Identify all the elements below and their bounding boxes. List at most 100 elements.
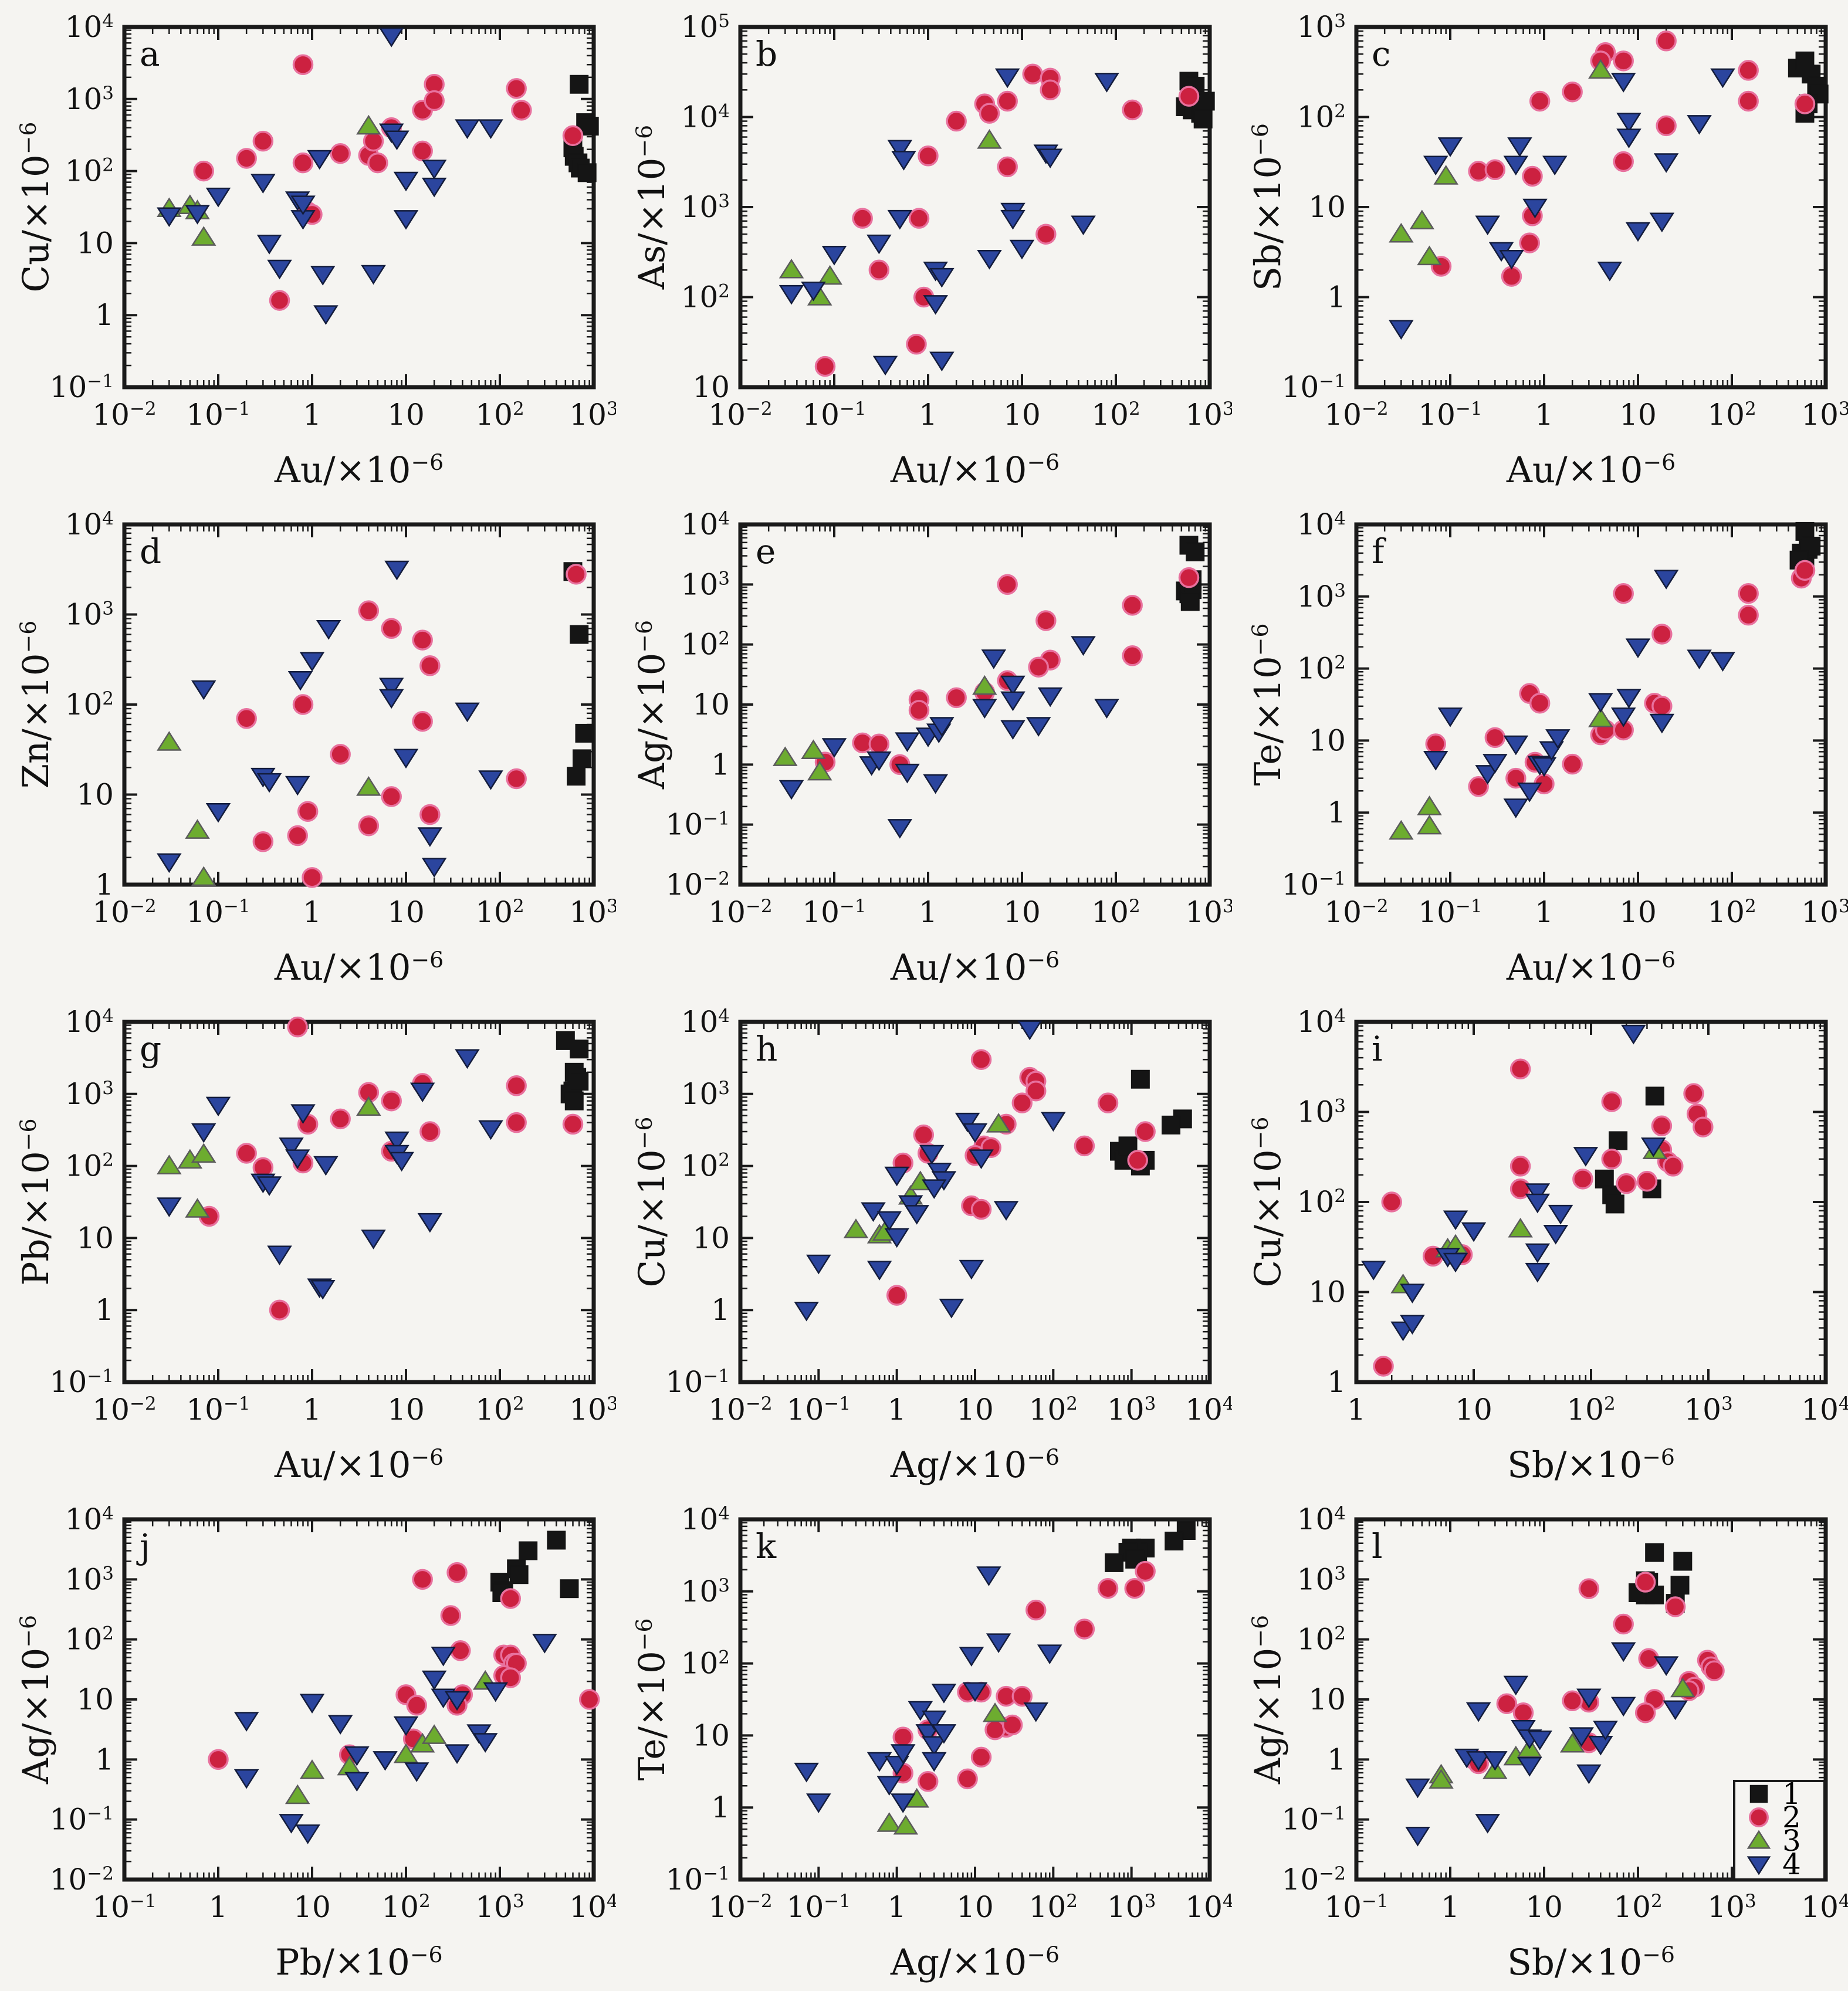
y-tick-label: 10−2 [1282,1863,1346,1897]
y-tick-label: 102 [65,1149,114,1183]
series-2-points [1373,1058,1714,1377]
x-tick-label: 104 [569,1890,616,1924]
x-axis-label: Au/×10−6 [274,1444,444,1486]
x-tick-label: 10−2 [92,398,156,432]
y-tick-label: 1 [1327,280,1346,314]
plot-frame [738,1517,1212,1882]
y-tick-label: 104 [681,100,730,134]
x-tick-label: 10 [387,895,425,929]
panel-i: 1 10 102 103 104 1 10 102 103 104 Sb/×10−6 Cu/×10… [1232,995,1848,1492]
panel-letter: b [756,34,777,74]
series-4-points [794,1020,1066,1322]
y-tick-label: 102 [65,688,114,722]
plot-frame [1354,1517,1828,1882]
y-axis-label: Ag/×10−6 [631,620,673,790]
x-tick-label: 103 [1107,1890,1156,1924]
series-4-points [779,68,1119,376]
panel-letter: a [140,34,160,74]
y-tick-label: 10 [692,1718,730,1752]
y-axis-label: Cu/×10−6 [1247,1117,1289,1288]
x-tick-label: 103 [1707,1890,1756,1924]
y-tick-label: 10 [1308,1682,1346,1716]
panel-a: 10−2 10−1 1 10 102 103 10−1 1 10 102 103 104 Au/×10… [0,0,616,497]
x-tick-label: 1 [888,1890,906,1924]
y-tick-label: 10 [692,370,730,404]
x-tick-label: 10−1 [802,895,866,929]
plot-frame [1354,1020,1828,1384]
series-4-points [1405,1642,1688,1847]
y-tick-label: 10−1 [50,370,114,404]
panel-e: 10−2 10−1 1 10 102 103 10−2 10−1 1 10 102 103 104 Au… [616,497,1232,995]
x-tick-label: 10−1 [1418,895,1482,929]
y-tick-label: 103 [681,567,730,601]
y-axis-label: Sb/×10−6 [1247,123,1289,291]
series-4-points [157,28,503,325]
y-tick-label: 10−1 [666,1863,730,1897]
x-axis-label: Au/×10−6 [1506,947,1676,988]
legend-label: 2 [1782,1800,1801,1834]
panel-letter: e [756,531,776,571]
x-axis-label: Ag/×10−6 [890,1942,1060,1983]
y-tick-label: 1 [711,1790,730,1824]
series-4-points [233,1634,557,1844]
y-tick-label: 10 [76,778,114,812]
x-tick-label: 10 [387,398,425,432]
y-tick-label: 1 [95,1293,114,1327]
x-tick-label: 102 [475,398,524,432]
y-tick-label: 10−2 [50,1863,114,1897]
y-tick-label: 103 [65,82,114,116]
x-tick-label: 10 [1619,895,1657,929]
legend-label: 3 [1782,1824,1801,1858]
series-4-points [157,560,503,878]
y-tick-label: 102 [65,154,114,188]
y-tick-label: 10−1 [1282,868,1346,902]
series-2-points [236,564,587,888]
series-1-points [1176,72,1215,128]
x-tick-label: 102 [1029,1890,1078,1924]
y-tick-label: 102 [65,1623,114,1657]
x-tick-label: 102 [475,895,524,929]
x-tick-label: 103 [1684,1393,1732,1427]
y-tick-label: 104 [681,1005,730,1039]
x-tick-label: 1 [303,895,321,929]
series-4-points [1389,68,1735,340]
series-3-points [157,731,381,886]
y-tick-label: 103 [681,1574,730,1609]
plot-frame [122,1020,596,1384]
x-tick-label: 103 [1185,398,1232,432]
y-axis-label: Te/×10−6 [1247,623,1289,785]
series-1-points [1105,1521,1196,1572]
x-tick-label: 10 [293,1890,331,1924]
x-axis-label: Au/×10−6 [274,449,444,491]
series-2-points [1430,31,1816,287]
y-tick-label: 102 [681,628,730,662]
x-tick-label: 10−2 [1324,398,1388,432]
series-4-points [794,1566,1062,1813]
y-tick-label: 104 [65,507,114,541]
panel-j: 10−1 1 10 102 103 104 10−2 10−1 1 10 102 103 104 Pb/… [0,1492,616,1990]
x-tick-label: 103 [1801,398,1848,432]
panel-letter: k [756,1526,777,1566]
x-tick-label: 102 [1029,1393,1078,1427]
y-tick-label: 10 [692,688,730,722]
x-tick-label: 102 [381,1890,430,1924]
x-tick-label: 10−1 [186,398,250,432]
x-tick-label: 1 [919,895,937,929]
panel-g: 10−2 10−1 1 10 102 103 10−1 1 10 102 103 104 Au/×10… [0,995,616,1492]
x-axis-label: Au/×10−6 [1506,449,1676,491]
x-tick-label: 103 [1185,895,1232,929]
y-tick-label: 10−1 [666,808,730,842]
major-ticks [739,1518,1211,1881]
x-tick-label: 103 [569,1393,616,1427]
x-tick-label: 102 [1613,1890,1662,1924]
x-tick-label: 1 [1441,1890,1460,1924]
x-tick-label: 10−1 [787,1393,851,1427]
plot-frame [122,522,596,887]
x-tick-label: 10−1 [802,398,866,432]
y-tick-label: 10 [1308,723,1346,757]
